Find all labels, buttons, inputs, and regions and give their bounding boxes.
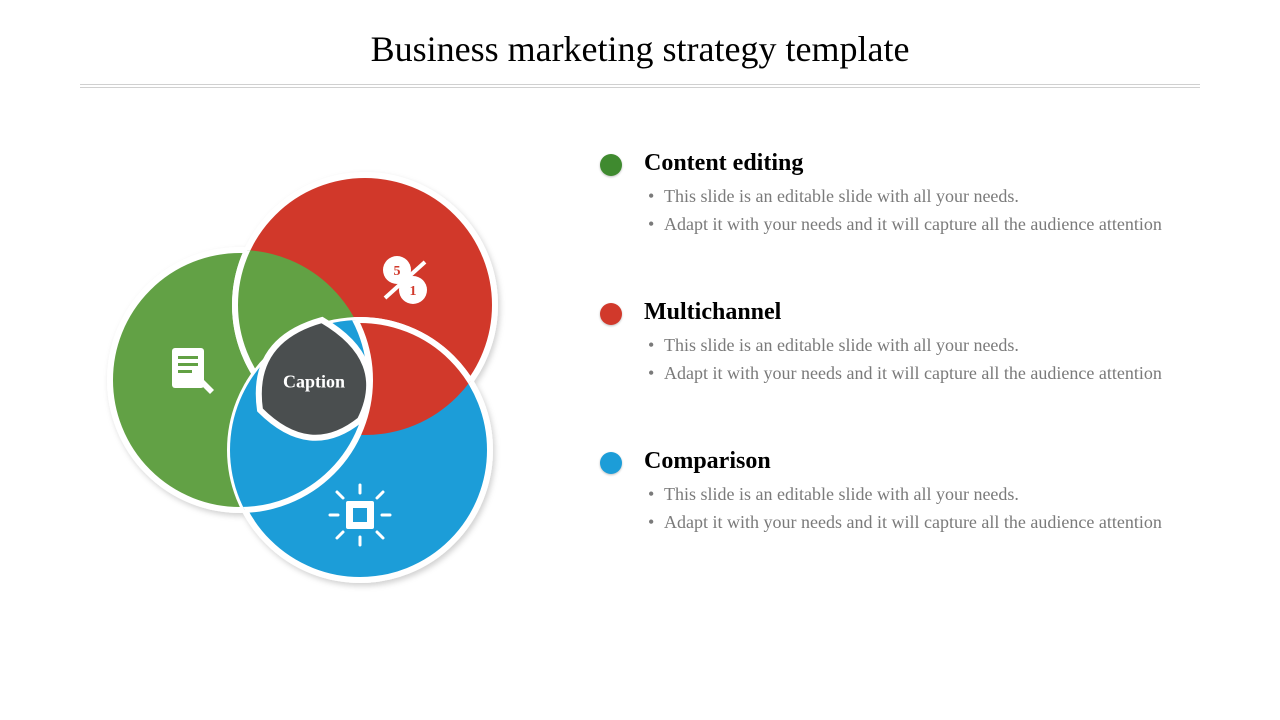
- page-title: Business marketing strategy template: [80, 28, 1200, 86]
- svg-text:5: 5: [394, 264, 401, 279]
- venn-center-label: Caption: [283, 372, 345, 393]
- section-title: Multichannel: [644, 299, 1200, 326]
- section-multichannel: Multichannel This slide is an editable s…: [600, 299, 1200, 388]
- section-title: Comparison: [644, 448, 1200, 475]
- dot-icon: [600, 154, 622, 176]
- section-bullets: This slide is an editable slide with all…: [644, 183, 1200, 237]
- venn-diagram: 5 1 Caption: [90, 150, 530, 610]
- section-comparison: Comparison This slide is an editable sli…: [600, 448, 1200, 537]
- section-title: Content editing: [644, 150, 1200, 177]
- bullet: Adapt it with your needs and it will cap…: [644, 509, 1200, 535]
- section-bullets: This slide is an editable slide with all…: [644, 332, 1200, 386]
- section-content-editing: Content editing This slide is an editabl…: [600, 150, 1200, 239]
- bullet: This slide is an editable slide with all…: [644, 332, 1200, 358]
- dot-icon: [600, 452, 622, 474]
- section-bullets: This slide is an editable slide with all…: [644, 481, 1200, 535]
- bullet: Adapt it with your needs and it will cap…: [644, 360, 1200, 386]
- dot-icon: [600, 303, 622, 325]
- bullet: This slide is an editable slide with all…: [644, 183, 1200, 209]
- title-divider: [80, 84, 1200, 88]
- chip-icon: [330, 485, 390, 545]
- bullet: Adapt it with your needs and it will cap…: [644, 211, 1200, 237]
- bullet: This slide is an editable slide with all…: [644, 481, 1200, 507]
- sections-list: Content editing This slide is an editabl…: [600, 150, 1200, 538]
- svg-text:1: 1: [410, 284, 417, 299]
